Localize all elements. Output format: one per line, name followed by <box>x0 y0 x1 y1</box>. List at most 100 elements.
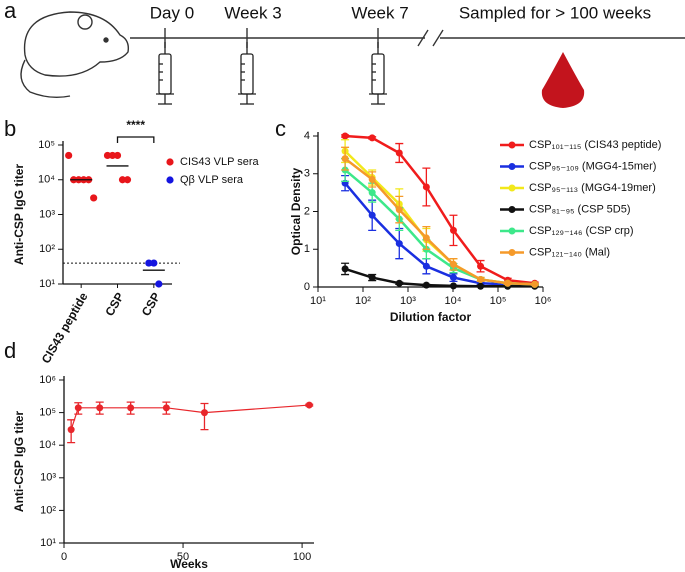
x-tick-label: CSP <box>102 290 126 318</box>
legend-marker <box>508 163 516 170</box>
y-tick-label: 10⁵ <box>38 139 55 151</box>
legend-label: CSP₁₀₁₋₁₁₅ (CIS43 peptide) <box>529 139 661 151</box>
x-tick-label: CIS43 peptide <box>39 290 91 366</box>
y-tick-label: 2 <box>304 205 310 217</box>
point <box>127 404 135 412</box>
y-tick-label: 10³ <box>39 208 55 220</box>
dot <box>150 259 158 267</box>
legend-marker <box>508 184 516 192</box>
point <box>67 426 75 434</box>
x-tick-label: 10⁶ <box>535 295 552 307</box>
point <box>200 409 208 417</box>
series-line <box>70 404 310 430</box>
x-tick-label: 100 <box>293 551 311 563</box>
y-tick-label: 1 <box>304 243 310 255</box>
legend-label: CSP₉₅₋₁₀₉ (MGG4-15mer) <box>529 160 656 172</box>
legend-label: CSP₉₅₋₁₁₃ (MGG4-19mer) <box>529 182 656 194</box>
y-tick-label: 10⁴ <box>39 439 56 451</box>
dot <box>108 151 117 160</box>
point <box>341 265 349 273</box>
dot <box>118 176 127 184</box>
point <box>96 404 104 412</box>
y-tick-label: 0 <box>304 281 310 293</box>
x-tick-label: CSP <box>139 290 163 318</box>
legend-marker <box>166 176 174 184</box>
point <box>422 281 430 289</box>
legend-label: Qβ VLP sera <box>180 174 244 186</box>
panel-a-diagram <box>20 11 685 108</box>
point <box>341 132 349 140</box>
legend-marker <box>508 227 516 235</box>
series-line <box>344 157 535 286</box>
event-label: Day 0 <box>150 3 194 22</box>
legend-marker <box>508 249 516 256</box>
series-line <box>345 134 535 285</box>
dot <box>90 194 98 202</box>
y-tick-label: 10³ <box>40 472 56 484</box>
panel-label: a <box>4 0 17 23</box>
y-tick-label: 10⁶ <box>39 374 56 386</box>
panel-label: b <box>4 116 16 141</box>
legend-label: CIS43 VLP sera <box>180 156 260 168</box>
error-bar <box>200 402 209 431</box>
point <box>449 226 457 234</box>
y-tick-label: 4 <box>304 130 310 142</box>
point <box>368 211 376 219</box>
dot <box>113 151 122 160</box>
point <box>368 134 376 142</box>
y-tick-label: 10⁵ <box>39 407 56 419</box>
y-tick-label: 3 <box>304 168 310 180</box>
significance-label: **** <box>126 118 145 132</box>
legend-label: CSP₈₁₋₉₅ (CSP 5D5) <box>529 203 631 215</box>
point <box>395 279 403 287</box>
x-tick-label: 0 <box>61 551 67 563</box>
point <box>368 189 376 197</box>
y-axis-label: Anti-CSP IgG titer <box>12 411 26 512</box>
sampling-label: Sampled for > 100 weeks <box>459 3 651 22</box>
x-tick-label: 10¹ <box>310 295 326 307</box>
dot <box>123 176 132 184</box>
dot <box>103 151 112 160</box>
y-tick-label: 10¹ <box>39 278 55 290</box>
point <box>341 155 349 163</box>
x-tick-label: 50 <box>177 551 189 563</box>
event-label: Week 3 <box>224 3 281 22</box>
point <box>449 274 457 282</box>
dot <box>155 280 163 288</box>
point <box>531 280 539 288</box>
y-axis-label: Anti-CSP IgG titer <box>12 164 26 265</box>
legend-label: CSP₁₂₁₋₁₄₀ (Mal) <box>529 246 610 258</box>
point <box>368 274 376 282</box>
panel-label: d <box>4 338 16 363</box>
point <box>368 175 376 183</box>
legend-marker <box>508 141 516 149</box>
x-tick-label: 10⁴ <box>445 295 462 307</box>
series-line <box>344 182 535 286</box>
point <box>449 260 457 268</box>
dot <box>145 259 153 267</box>
point <box>422 262 430 270</box>
x-tick-label: 10² <box>355 295 371 307</box>
legend-marker <box>166 158 174 166</box>
y-axis-label: Optical Density <box>289 167 303 255</box>
significance-bracket <box>116 136 155 143</box>
point <box>422 234 430 242</box>
panel-label: c <box>275 116 286 141</box>
point <box>477 282 485 290</box>
point <box>477 262 485 270</box>
point <box>477 275 485 283</box>
dot <box>65 151 73 160</box>
y-tick-label: 10² <box>40 504 56 516</box>
series-line <box>344 267 535 288</box>
event-label: Week 7 <box>351 3 408 22</box>
x-axis-label: Weeks <box>170 557 208 571</box>
point <box>162 404 170 412</box>
point <box>504 279 512 287</box>
point <box>305 401 313 409</box>
x-tick-label: 10⁵ <box>490 295 507 307</box>
point <box>395 206 403 214</box>
point <box>74 404 82 412</box>
x-tick-label: 10³ <box>400 295 416 307</box>
y-tick-label: 10¹ <box>40 537 56 549</box>
